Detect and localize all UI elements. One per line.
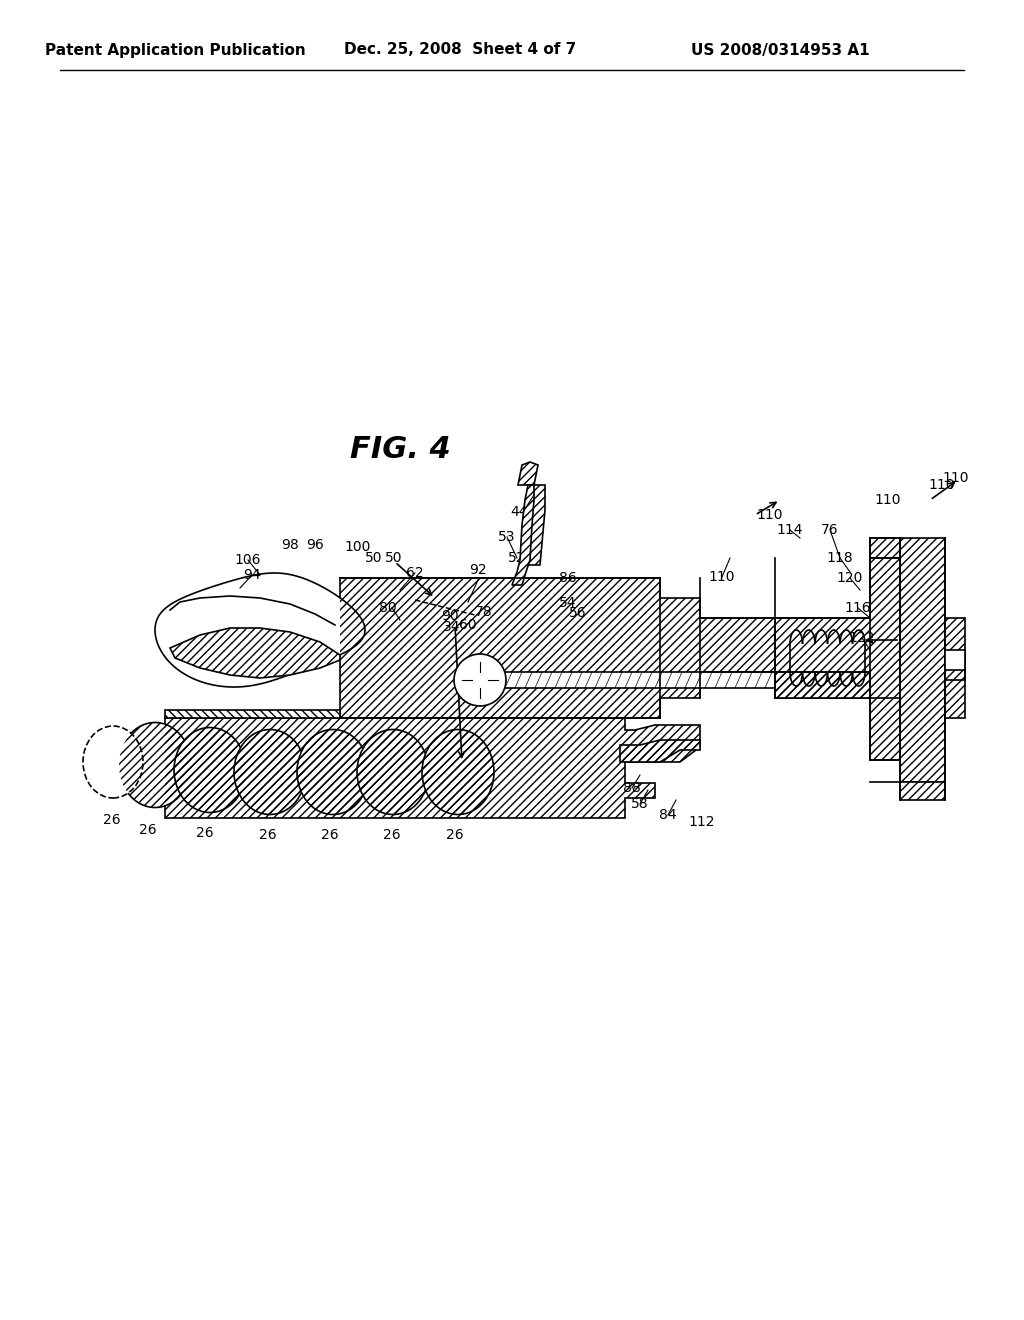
Text: 110: 110 bbox=[709, 570, 735, 583]
Polygon shape bbox=[870, 539, 900, 558]
Polygon shape bbox=[775, 672, 870, 698]
Ellipse shape bbox=[422, 730, 494, 814]
Text: 60: 60 bbox=[459, 618, 477, 632]
Text: 96: 96 bbox=[306, 539, 324, 552]
Polygon shape bbox=[155, 573, 365, 686]
Text: 50: 50 bbox=[385, 550, 402, 565]
Polygon shape bbox=[165, 718, 700, 818]
Ellipse shape bbox=[234, 730, 306, 814]
Text: 26: 26 bbox=[446, 828, 464, 842]
Text: 114: 114 bbox=[777, 523, 803, 537]
Text: 98: 98 bbox=[282, 539, 299, 552]
Text: 78: 78 bbox=[475, 605, 493, 619]
Text: 94: 94 bbox=[243, 568, 261, 582]
Text: 120: 120 bbox=[837, 572, 863, 585]
Text: 110: 110 bbox=[943, 471, 970, 484]
Text: 116: 116 bbox=[845, 601, 871, 615]
Text: 26: 26 bbox=[259, 828, 276, 842]
Text: 88: 88 bbox=[624, 781, 641, 795]
Ellipse shape bbox=[174, 727, 246, 813]
Polygon shape bbox=[900, 539, 945, 781]
Text: 86: 86 bbox=[559, 572, 577, 585]
Polygon shape bbox=[165, 710, 340, 718]
Text: 26: 26 bbox=[139, 822, 157, 837]
Text: 34: 34 bbox=[443, 620, 461, 634]
Ellipse shape bbox=[297, 730, 369, 814]
Text: 26: 26 bbox=[197, 826, 214, 840]
Text: 90: 90 bbox=[441, 609, 459, 623]
Text: 54: 54 bbox=[559, 597, 577, 610]
Text: 122: 122 bbox=[849, 631, 876, 645]
Text: 110: 110 bbox=[757, 508, 783, 521]
Text: 26: 26 bbox=[322, 828, 339, 842]
Polygon shape bbox=[620, 741, 700, 762]
Text: 44: 44 bbox=[510, 506, 527, 519]
Ellipse shape bbox=[357, 730, 429, 814]
Text: 112: 112 bbox=[689, 814, 715, 829]
Text: Patent Application Publication: Patent Application Publication bbox=[45, 42, 305, 58]
Text: 118: 118 bbox=[826, 550, 853, 565]
Text: 92: 92 bbox=[469, 564, 486, 577]
Ellipse shape bbox=[119, 722, 191, 808]
Text: Dec. 25, 2008  Sheet 4 of 7: Dec. 25, 2008 Sheet 4 of 7 bbox=[344, 42, 577, 58]
Text: 26: 26 bbox=[383, 828, 400, 842]
Polygon shape bbox=[480, 672, 775, 688]
Text: 53: 53 bbox=[499, 531, 516, 544]
Text: 106: 106 bbox=[234, 553, 261, 568]
Text: 80: 80 bbox=[379, 601, 397, 615]
Text: US 2008/0314953 A1: US 2008/0314953 A1 bbox=[690, 42, 869, 58]
Text: 110: 110 bbox=[929, 478, 955, 492]
Text: 58: 58 bbox=[631, 797, 649, 810]
Text: 110: 110 bbox=[874, 492, 901, 507]
Text: 52: 52 bbox=[508, 550, 525, 565]
Polygon shape bbox=[945, 618, 965, 718]
Text: 100: 100 bbox=[345, 540, 371, 554]
Polygon shape bbox=[945, 649, 965, 671]
Text: 26: 26 bbox=[103, 813, 121, 828]
Ellipse shape bbox=[83, 726, 143, 799]
Text: 84: 84 bbox=[659, 808, 677, 822]
Text: 56: 56 bbox=[569, 606, 587, 620]
Polygon shape bbox=[528, 484, 545, 565]
Text: FIG. 4: FIG. 4 bbox=[349, 436, 451, 465]
Polygon shape bbox=[170, 628, 340, 678]
Text: 76: 76 bbox=[821, 523, 839, 537]
Polygon shape bbox=[340, 578, 775, 718]
Text: 50: 50 bbox=[366, 550, 383, 565]
Polygon shape bbox=[775, 558, 900, 760]
Polygon shape bbox=[512, 484, 534, 585]
Circle shape bbox=[454, 653, 506, 706]
Text: 62: 62 bbox=[407, 566, 424, 579]
Polygon shape bbox=[518, 462, 538, 484]
Polygon shape bbox=[900, 781, 945, 800]
